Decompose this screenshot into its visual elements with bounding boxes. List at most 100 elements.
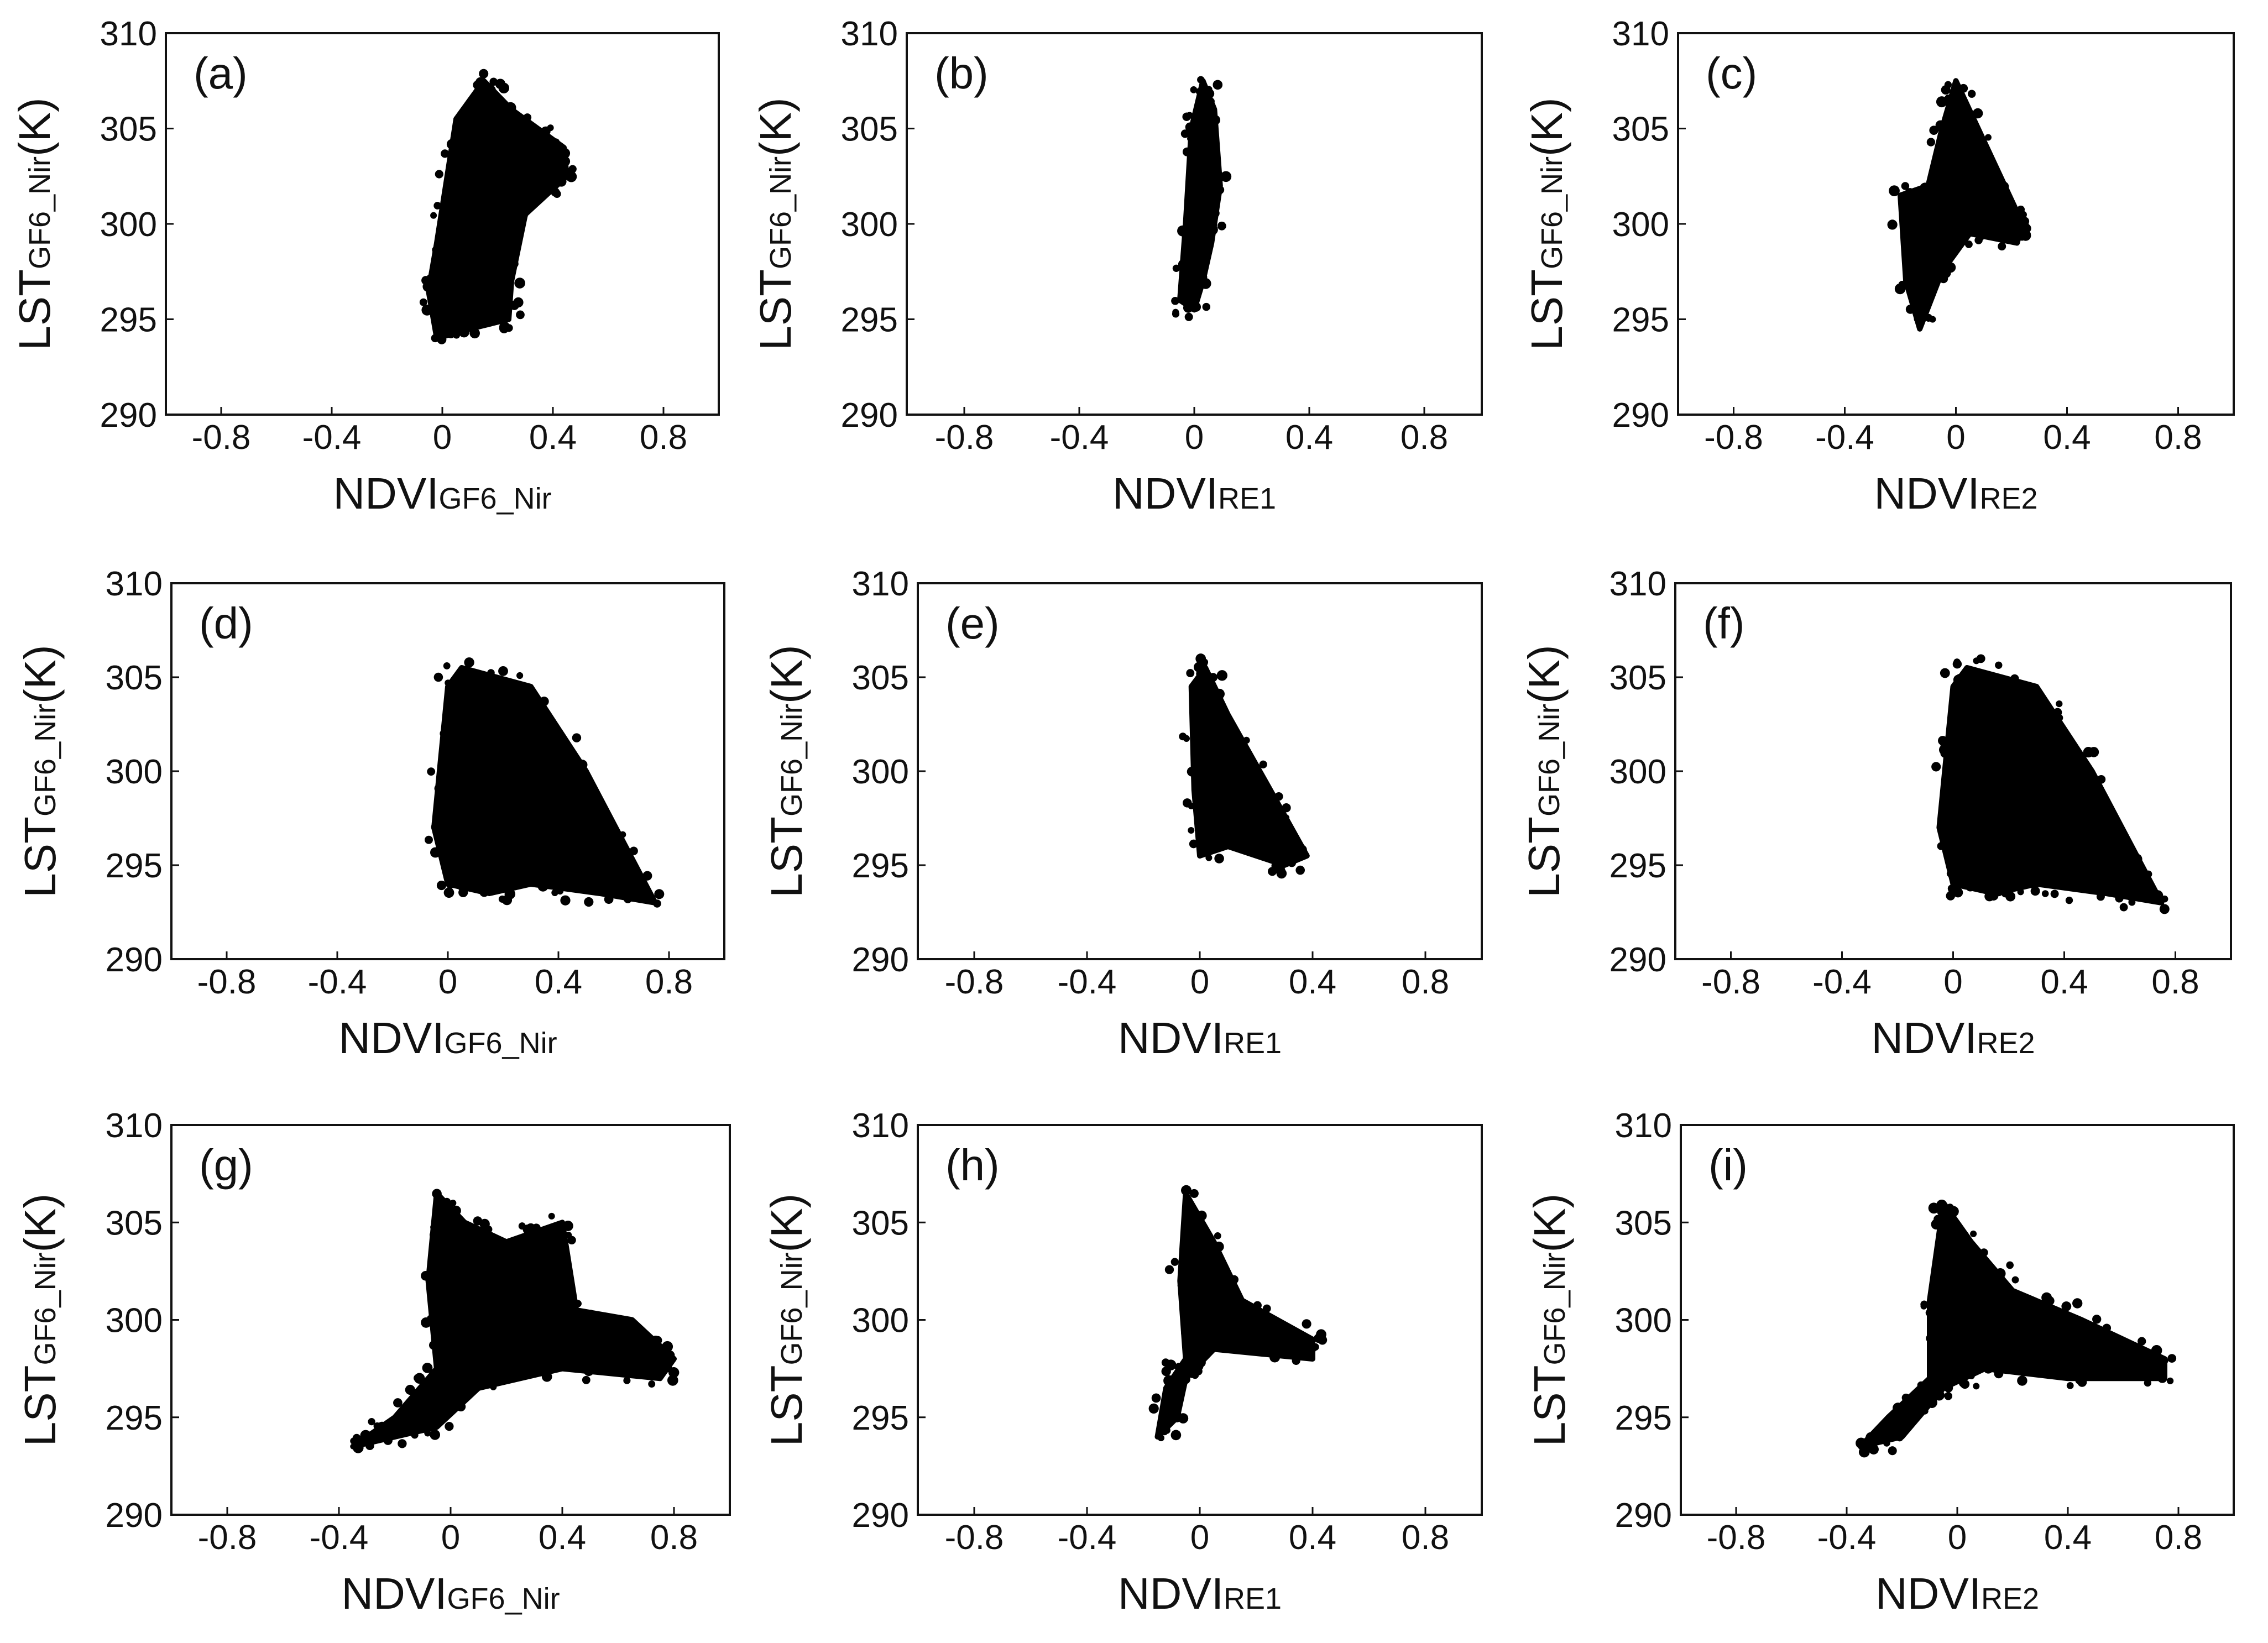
data-point bbox=[647, 1337, 656, 1345]
y-tick-label: 295 bbox=[106, 847, 163, 885]
data-point bbox=[1195, 276, 1204, 285]
x-axis-label-main: NDVI bbox=[341, 1569, 447, 1618]
data-point bbox=[1964, 240, 1973, 248]
data-point bbox=[1900, 226, 1910, 236]
data-point bbox=[1214, 854, 1224, 864]
data-point bbox=[1208, 1337, 1217, 1347]
data-point bbox=[582, 1375, 590, 1384]
panel-e: -0.8 -0.4 0 0.4 0.8 290 295 300 305 310 (e) NDVIRE1… bbox=[762, 565, 1483, 1063]
data-point bbox=[1998, 242, 2006, 251]
data-point bbox=[433, 672, 443, 682]
data-point bbox=[1263, 795, 1273, 805]
y-axis-label-sub: GF6_Nir bbox=[1535, 156, 1569, 269]
data-point bbox=[383, 1436, 393, 1445]
data-point bbox=[548, 1212, 555, 1220]
data-point bbox=[1213, 80, 1223, 90]
data-point bbox=[1189, 1189, 1199, 1198]
data-point bbox=[1905, 271, 1913, 279]
data-point bbox=[631, 891, 640, 901]
data-point bbox=[431, 1423, 438, 1430]
data-point bbox=[1947, 884, 1956, 893]
data-point bbox=[505, 102, 516, 113]
x-axis-label-sub: GF6_Nir bbox=[445, 1027, 557, 1060]
data-point bbox=[2126, 893, 2135, 902]
y-tick-label: 310 bbox=[1609, 565, 1666, 603]
data-point bbox=[1997, 679, 2005, 688]
data-point bbox=[665, 1350, 675, 1361]
x-tick-label: -0.4 bbox=[1058, 963, 1117, 1001]
data-point bbox=[1917, 1381, 1925, 1389]
data-point bbox=[1921, 286, 1931, 297]
y-tick-label: 310 bbox=[106, 1107, 163, 1145]
data-point bbox=[447, 870, 458, 880]
y-tick-label: 305 bbox=[106, 659, 163, 697]
y-axis-label-sub: GF6_Nir bbox=[764, 156, 797, 269]
data-point bbox=[1195, 251, 1204, 259]
data-point bbox=[537, 881, 548, 892]
data-point bbox=[1307, 1343, 1317, 1353]
data-point bbox=[562, 1221, 573, 1231]
y-axis-label-sub: GF6_Nir bbox=[775, 1252, 808, 1365]
data-point bbox=[572, 733, 582, 742]
data-point bbox=[1199, 846, 1206, 853]
data-point bbox=[1953, 674, 1964, 685]
data-point bbox=[2155, 895, 2164, 904]
data-point bbox=[529, 872, 540, 883]
y-tick-label: 300 bbox=[106, 1302, 163, 1340]
data-point bbox=[523, 113, 532, 122]
data-point bbox=[556, 887, 564, 895]
data-point bbox=[2055, 1365, 2066, 1376]
data-point bbox=[1238, 741, 1246, 749]
data-point bbox=[1178, 1413, 1189, 1424]
x-axis-label: NDVIRE2 bbox=[1871, 1013, 2035, 1063]
data-point bbox=[2060, 744, 2067, 751]
y-axis-label-sub: GF6_Nir bbox=[29, 704, 62, 817]
data-point bbox=[1296, 844, 1307, 855]
x-axis-label-main: NDVI bbox=[1875, 1569, 1981, 1618]
x-tick-label: -0.4 bbox=[1815, 418, 1874, 457]
data-point bbox=[509, 300, 519, 310]
data-point bbox=[1202, 302, 1211, 311]
y-axis-label-unit: (K) bbox=[15, 645, 65, 704]
data-point bbox=[2101, 879, 2109, 887]
data-point bbox=[1928, 1202, 1940, 1214]
x-axis-label: NDVIRE1 bbox=[1112, 469, 1276, 518]
data-point bbox=[622, 1317, 629, 1325]
data-point bbox=[2151, 1371, 2159, 1379]
y-axis-label-main: LST bbox=[751, 269, 800, 350]
data-point bbox=[1955, 687, 1965, 697]
panel-label: (c) bbox=[1706, 49, 1757, 98]
data-point bbox=[1950, 95, 1960, 106]
y-tick-label: 295 bbox=[106, 1399, 163, 1437]
data-point bbox=[487, 669, 495, 677]
data-point bbox=[1215, 185, 1225, 195]
data-point bbox=[560, 156, 571, 166]
data-point bbox=[1940, 822, 1950, 833]
data-point bbox=[451, 1205, 461, 1216]
x-axis-label-sub: GF6_Nir bbox=[447, 1582, 560, 1615]
data-point bbox=[2077, 1377, 2087, 1387]
data-point bbox=[1163, 1400, 1172, 1409]
data-point bbox=[464, 657, 474, 668]
data-point bbox=[577, 760, 588, 770]
y-axis-label: LSTGF6_Nir(K) bbox=[751, 97, 800, 350]
data-point bbox=[2006, 1261, 2014, 1269]
data-point bbox=[1945, 845, 1956, 856]
x-axis-label: NDVIGF6_Nir bbox=[338, 1013, 557, 1063]
data-point bbox=[556, 1363, 564, 1371]
data-point bbox=[436, 273, 445, 281]
data-point bbox=[422, 1362, 433, 1373]
data-point bbox=[445, 679, 452, 687]
data-point bbox=[552, 138, 560, 146]
data-point bbox=[489, 679, 499, 688]
data-point bbox=[1924, 313, 1933, 322]
x-tick-label: 0 bbox=[1190, 963, 1209, 1001]
data-point bbox=[1901, 1393, 1910, 1402]
x-axis-label-main: NDVI bbox=[1871, 1013, 1977, 1063]
data-point bbox=[648, 1380, 656, 1388]
data-point bbox=[1224, 1336, 1234, 1347]
data-point bbox=[450, 1200, 457, 1207]
data-point bbox=[2017, 888, 2024, 896]
data-point bbox=[1187, 229, 1195, 238]
y-tick-label: 290 bbox=[1612, 396, 1669, 435]
